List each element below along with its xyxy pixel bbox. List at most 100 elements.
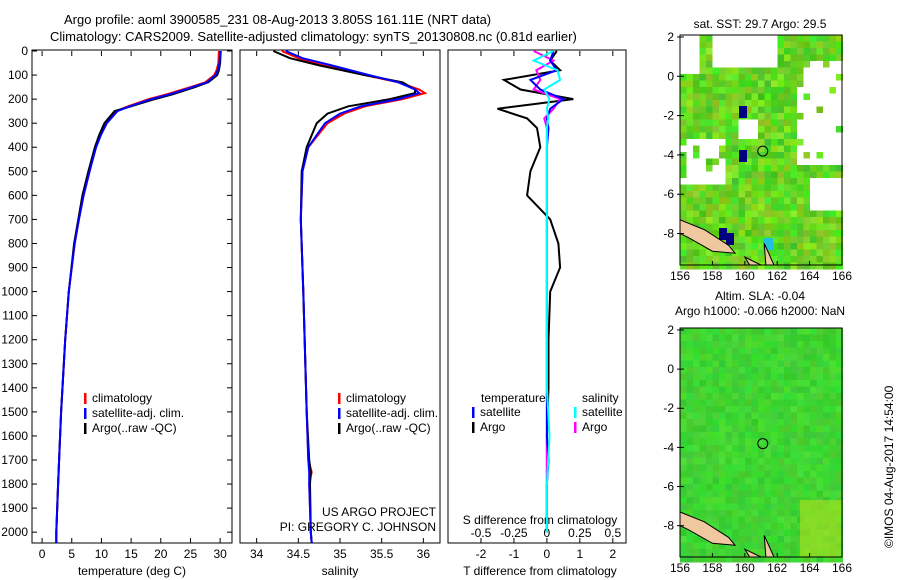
map-cell: [693, 48, 700, 55]
map-cell: [725, 48, 733, 55]
map-cell: [764, 93, 772, 101]
map-cell: [803, 165, 811, 172]
map-cell: [810, 445, 817, 452]
map-cell: [745, 126, 752, 133]
map-cell: [816, 380, 824, 387]
map-cell: [823, 445, 830, 452]
map-cell: [790, 48, 798, 55]
map-cell: [764, 490, 772, 498]
map-cell: [706, 367, 713, 374]
map-cell: [823, 425, 830, 433]
map-cell: [751, 48, 759, 55]
map-cell: [816, 54, 824, 62]
map-cell: [686, 406, 694, 413]
map-cell: [764, 184, 772, 192]
map-cell: [725, 367, 733, 374]
map-cell: [823, 204, 830, 211]
map-cell: [738, 360, 746, 368]
map-cell: [784, 471, 791, 478]
map-cell: [686, 438, 694, 446]
map-cell: [836, 197, 843, 205]
map-cell: [823, 354, 830, 361]
map-cell: [680, 106, 687, 114]
title-line1: Argo profile: aoml 3900585_231 08-Aug-20…: [64, 12, 492, 27]
map-cell: [823, 67, 830, 75]
map-cell: [790, 451, 798, 459]
map-cell: [829, 380, 837, 387]
map-cell: [771, 445, 778, 452]
map-cell: [686, 87, 694, 94]
map-cell: [810, 93, 817, 101]
map-cell: [790, 35, 798, 42]
map-cell: [829, 171, 837, 179]
map-cell: [751, 152, 759, 159]
map-cell: [784, 80, 791, 88]
map-cell: [829, 471, 837, 478]
map-cell: [732, 61, 739, 68]
map-cell: [686, 380, 694, 387]
map-cell: [823, 223, 830, 231]
map-cell: [751, 484, 759, 491]
map-cell: [836, 451, 843, 459]
map-cell: [719, 145, 726, 153]
legend-temperature-heading: temperature: [481, 391, 546, 405]
map-cell: [829, 119, 837, 127]
map-cell: [719, 171, 726, 179]
map-cell: [751, 490, 759, 498]
map-cell: [725, 380, 733, 387]
map-cell: [797, 262, 804, 270]
map-cell: [706, 41, 713, 49]
map-cell: [712, 41, 720, 49]
map-cell: [738, 477, 746, 485]
map-cell: [764, 41, 772, 49]
map-cell: [686, 536, 694, 543]
map-cell: [771, 516, 778, 524]
map-cell: [777, 171, 785, 179]
map-cell: [810, 249, 817, 257]
map-cell: [771, 152, 778, 159]
map-cell: [732, 243, 739, 250]
map-cell: [745, 139, 752, 146]
map-cell: [777, 464, 785, 472]
map-cell: [790, 145, 798, 153]
map-cell: [738, 523, 746, 530]
map-cell: [790, 139, 798, 146]
map-cell: [719, 432, 726, 439]
map-cell: [836, 171, 843, 179]
map-cell: [738, 35, 746, 42]
map-cell: [725, 158, 733, 166]
map-cell: [797, 360, 804, 368]
map-cell: [725, 197, 733, 205]
map-cell: [745, 458, 752, 465]
map-cell: [784, 458, 791, 465]
map-cell: [706, 132, 713, 140]
map-cell: [764, 341, 772, 348]
map-cell: [693, 484, 700, 491]
map-cell: [732, 354, 739, 361]
map-cell: [823, 61, 830, 68]
map-cell: [771, 334, 778, 342]
map-cell: [797, 230, 804, 237]
map-cell: [732, 178, 739, 185]
map-cell: [725, 152, 733, 159]
map-cell: [810, 334, 817, 342]
map-cell: [732, 145, 739, 153]
map-cell: [803, 236, 811, 244]
map-cell: [693, 93, 700, 101]
map-cell: [784, 223, 791, 231]
map-cell: [784, 412, 791, 420]
map-cell: [738, 236, 746, 244]
sdiff-tick-label: -0.25: [500, 526, 528, 540]
map-cell: [751, 113, 759, 120]
map-cell: [725, 67, 733, 75]
map-cell: [686, 74, 694, 81]
map-cell: [810, 54, 817, 62]
map-cell: [719, 406, 726, 413]
map-cell: [699, 165, 707, 172]
map-cell: [699, 464, 707, 472]
map-cell: [771, 230, 778, 237]
map-cell: [797, 197, 804, 205]
map-cell: [784, 516, 791, 524]
map-cell: [751, 210, 759, 218]
map-cell: [810, 158, 817, 166]
